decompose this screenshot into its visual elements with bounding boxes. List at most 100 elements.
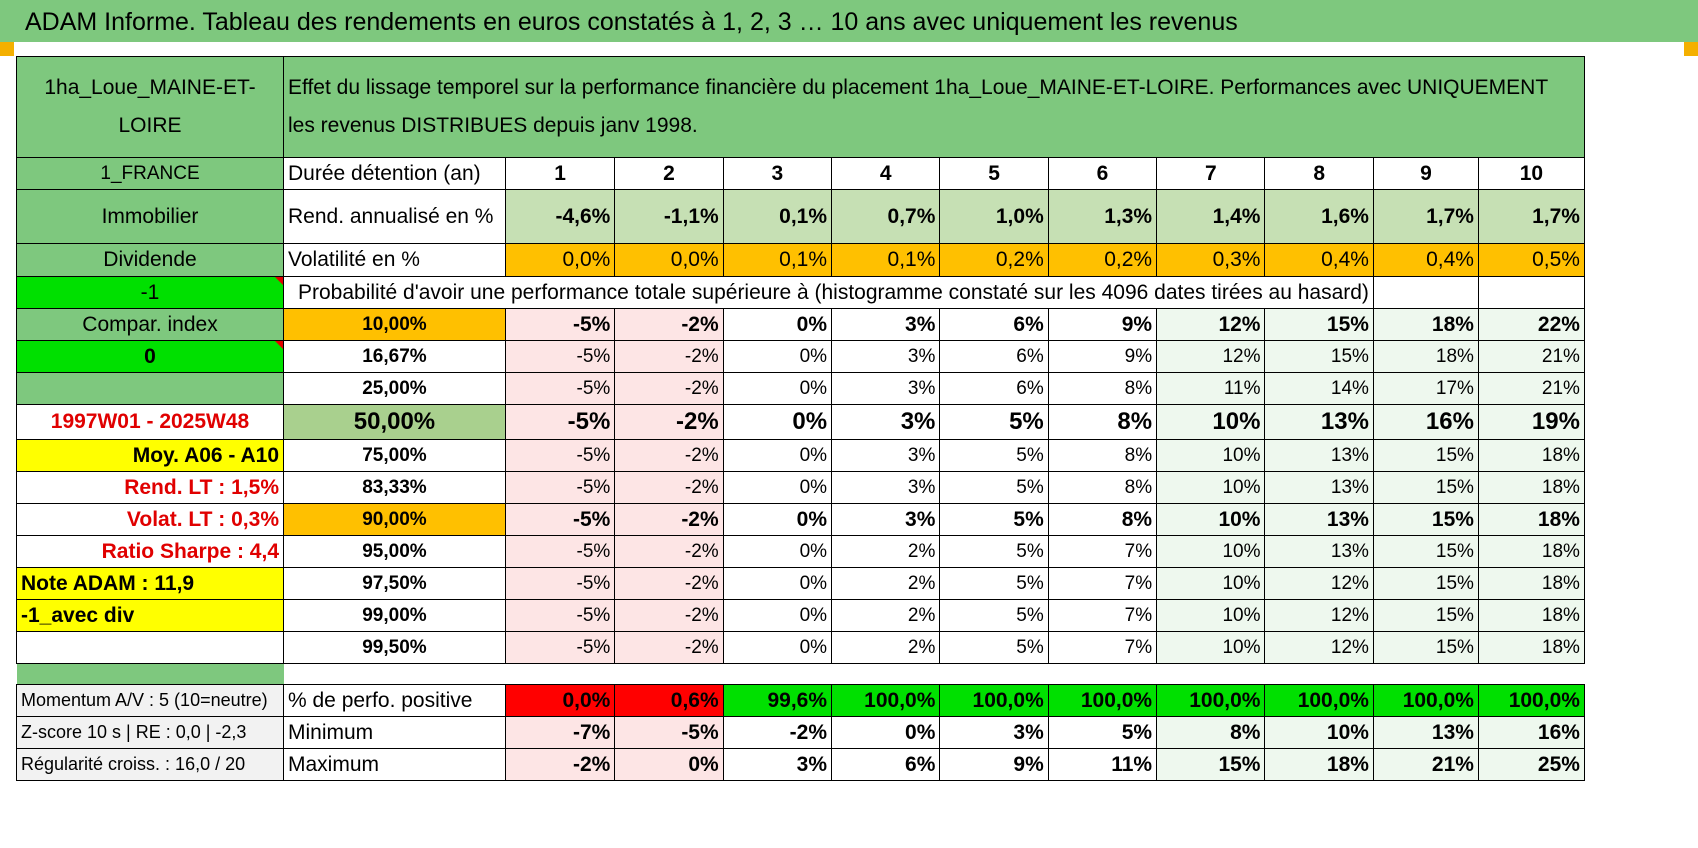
percentile-value: -5%	[504, 372, 616, 405]
percentile-label: 10,00%	[283, 308, 506, 341]
percentile-value: 3%	[831, 308, 941, 341]
percentile-label: 95,00%	[283, 535, 506, 568]
percentile-value: 2%	[831, 535, 941, 568]
percentile-label: 75,00%	[283, 439, 506, 472]
percentile-value: 10%	[1156, 471, 1266, 504]
performance-table: 1ha_Loue_MAINE-ET-LOIRE Effet du lissage…	[16, 56, 1585, 781]
rend-value: 0,7%	[831, 189, 941, 244]
percentile-label: 99,50%	[283, 631, 506, 664]
percentile-row: Note ADAM : 11,9 97,50% -5% -2% 0% 2% 5% 7% 10% 1…	[16, 567, 1585, 600]
year-header: 4	[831, 157, 941, 190]
percentile-value: 22%	[1477, 308, 1585, 341]
percentile-value: 10%	[1156, 535, 1266, 568]
percentile-row: 1997W01 - 2025W48 50,00% -5% -2% 0% 3% 5% 8% 10%…	[16, 404, 1585, 440]
minimum-value: -5%	[614, 716, 724, 749]
percentile-value: -2%	[614, 308, 724, 341]
percentile-value: -5%	[504, 340, 616, 373]
percentile-value: 8%	[1047, 439, 1158, 472]
percentile-value: -5%	[504, 503, 616, 536]
percentile-value: 12%	[1264, 599, 1374, 632]
asset-name-cell: 1ha_Loue_MAINE-ET-LOIRE	[16, 56, 284, 158]
percentile-value: 3%	[831, 340, 941, 373]
rend-value: 1,7%	[1477, 189, 1585, 244]
percentile-value: 2%	[831, 631, 941, 664]
percentile-row: 0 16,67% -5% -2% 0% 3% 6% 9% 12% 15% 18% 21%	[16, 340, 1585, 373]
minimum-value: 3%	[939, 716, 1049, 749]
percentile-value: -5%	[504, 535, 616, 568]
separator	[284, 664, 1585, 685]
separator-green	[16, 663, 284, 685]
volatility-label: Volatilité en %	[283, 243, 506, 277]
percentile-value: 5%	[939, 599, 1049, 632]
positive-value: 100,0%	[1477, 684, 1585, 717]
volatility-value: 0,2%	[939, 243, 1049, 277]
volatility-value: 0,1%	[722, 243, 833, 277]
maximum-value: 21%	[1372, 748, 1479, 781]
percentile-value: 0%	[722, 404, 833, 440]
percentile-value: 2%	[831, 599, 941, 632]
percentile-value: -2%	[614, 439, 724, 472]
minimum-value: 13%	[1372, 716, 1479, 749]
percentile-value: -5%	[504, 471, 616, 504]
percentile-value: 18%	[1372, 308, 1479, 341]
percentile-value: -2%	[614, 567, 724, 600]
percentile-value: 19%	[1477, 404, 1585, 440]
minimum-value: -2%	[722, 716, 833, 749]
percentile-value: 10%	[1156, 567, 1266, 600]
percentile-value: 2%	[831, 567, 941, 600]
rend-lt-cell: Rend. LT : 1,5%	[16, 471, 284, 504]
percentile-value: 18%	[1477, 599, 1585, 632]
duration-label: Durée détention (an)	[283, 157, 506, 190]
rend-value: 1,4%	[1156, 189, 1266, 244]
year-header: 1	[504, 157, 616, 190]
asset-name: 1ha_Loue_MAINE-ET-LOIRE	[44, 76, 256, 137]
percentile-value: 8%	[1047, 372, 1158, 405]
empty-green-cell	[16, 372, 284, 405]
percentile-row: Moy. A06 - A10 75,00% -5% -2% 0% 3% 5% 8% 10% 13%…	[16, 439, 1585, 472]
year-header: 6	[1047, 157, 1158, 190]
probability-label: Probabilité d'avoir une performance tota…	[298, 280, 1369, 304]
footer-label: Minimum	[283, 716, 506, 749]
maximum-value: 9%	[939, 748, 1049, 781]
percentile-value: 18%	[1477, 567, 1585, 600]
percentile-value: 15%	[1372, 439, 1479, 472]
volatility-value: 0,2%	[1047, 243, 1158, 277]
minus-one-cell[interactable]: -1	[16, 276, 284, 309]
percentile-value: 9%	[1047, 308, 1158, 341]
percentile-value: 15%	[1372, 503, 1479, 536]
percentile-value: 12%	[1156, 308, 1266, 341]
volat-lt-cell: Volat. LT : 0,3%	[16, 503, 284, 536]
percentile-value: 7%	[1047, 535, 1158, 568]
percentile-value: 5%	[939, 471, 1049, 504]
percentile-value: 18%	[1477, 535, 1585, 568]
minimum-value: 10%	[1264, 716, 1374, 749]
percentile-value: 7%	[1047, 567, 1158, 600]
percentile-value: 15%	[1372, 599, 1479, 632]
percentile-label: 90,00%	[283, 503, 506, 536]
percentile-value: 11%	[1156, 372, 1266, 405]
percentile-value: 0%	[722, 631, 833, 664]
year-header: 9	[1372, 157, 1479, 190]
year-header: 3	[722, 157, 833, 190]
percentile-value: 0%	[722, 372, 833, 405]
positive-value: 100,0%	[1156, 684, 1266, 717]
rend-value: 1,0%	[939, 189, 1049, 244]
percentile-value: 5%	[939, 535, 1049, 568]
percentile-row: Ratio Sharpe : 4,4 95,00% -5% -2% 0% 2% 5% 7% 10…	[16, 535, 1585, 568]
sharpe-cell: Ratio Sharpe : 4,4	[16, 535, 284, 568]
year-header: 8	[1264, 157, 1374, 190]
percentile-value: 0%	[722, 503, 833, 536]
rend-label: Rend. annualisé en %	[283, 189, 506, 244]
rend-value: 1,6%	[1264, 189, 1374, 244]
percentile-value: 15%	[1264, 340, 1374, 373]
percentile-value: 10%	[1156, 599, 1266, 632]
percentile-value: 18%	[1372, 340, 1479, 373]
volatility-value: 0,4%	[1372, 243, 1479, 277]
percentile-value: -5%	[504, 567, 616, 600]
description-text: Effet du lissage temporel sur la perform…	[288, 76, 1548, 137]
percentile-value: -2%	[614, 599, 724, 632]
positive-value: 99,6%	[722, 684, 833, 717]
percentile-value: 14%	[1264, 372, 1374, 405]
positive-value: 100,0%	[1264, 684, 1374, 717]
percentile-value: -5%	[504, 599, 616, 632]
